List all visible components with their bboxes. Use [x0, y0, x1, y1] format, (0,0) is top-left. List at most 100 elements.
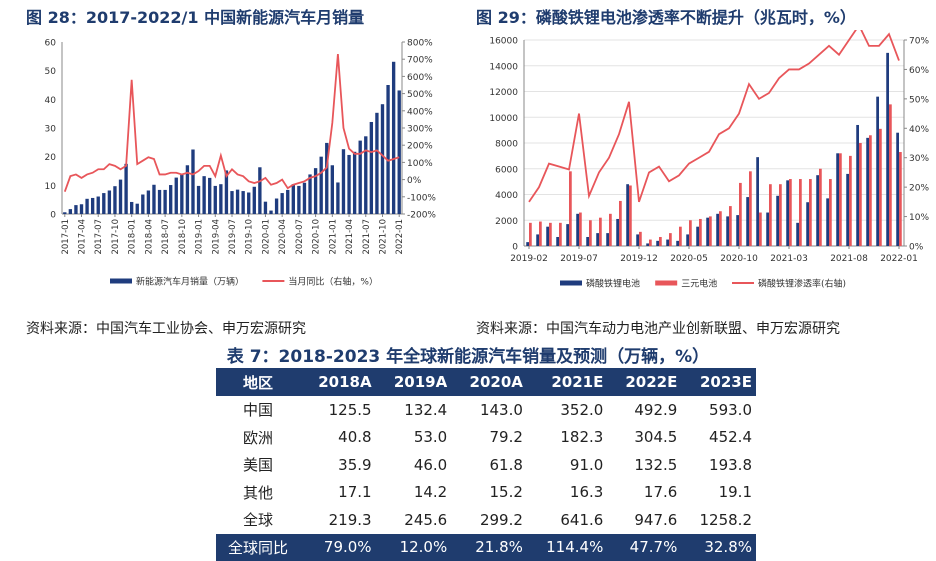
y-tick-label: 40: [45, 96, 57, 106]
bar: [292, 184, 295, 214]
y2-tick-label: 600%: [407, 73, 433, 83]
x-tick-label: 2021-01: [328, 219, 338, 255]
bar: [375, 113, 378, 214]
bar: [208, 178, 211, 214]
bar: [297, 186, 300, 214]
bar: [819, 169, 822, 246]
bar: [214, 186, 217, 214]
bar: [669, 233, 672, 246]
bar: [856, 125, 859, 246]
bar: [91, 198, 94, 214]
bar: [269, 211, 272, 214]
legend-label: 新能源汽车月销量（万辆）: [136, 276, 244, 288]
x-tick-label: 2017-01: [61, 219, 71, 255]
legend-bar-swatch: [560, 281, 582, 286]
table-cell: 304.5: [607, 424, 681, 452]
bar: [370, 122, 373, 214]
bar: [606, 233, 609, 246]
table-row: 欧洲 40.8 53.0 79.2 182.3 304.5 452.4: [216, 424, 756, 452]
left-chart-title: 图 28：2017-2022/1 中国新能源汽车月销量: [26, 4, 364, 28]
table-cell: 114.4%: [527, 534, 607, 561]
x-tick-label: 2021-08: [830, 254, 868, 264]
bar: [219, 184, 222, 214]
bar: [113, 186, 116, 214]
y-tick-label: 10000: [489, 114, 518, 124]
table-cell: 15.2: [451, 479, 527, 507]
bar: [866, 138, 869, 246]
bar: [659, 237, 662, 246]
x-tick-label: 2017-04: [78, 219, 88, 255]
bar: [241, 191, 244, 214]
bar: [766, 213, 769, 246]
table-cell: 16.3: [527, 479, 607, 507]
bar: [569, 171, 572, 246]
header-region: 地区: [216, 368, 300, 396]
bar: [686, 234, 689, 246]
table-cell: 61.8: [451, 451, 527, 479]
table-cell: 14.2: [376, 479, 452, 507]
table-cell: 其他: [216, 479, 300, 507]
bar: [386, 85, 389, 214]
legend-label: 三元电池: [681, 278, 717, 290]
bar: [576, 214, 579, 246]
bar: [899, 152, 902, 246]
table-cell: 593.0: [681, 396, 756, 424]
bar: [353, 152, 356, 214]
bar: [789, 179, 792, 246]
bar: [108, 190, 111, 214]
bar: [74, 205, 77, 214]
y2-tick-label: 700%: [407, 56, 433, 66]
x-tick-label: 2022-01: [880, 254, 918, 264]
bar: [806, 202, 809, 246]
bar: [586, 237, 589, 246]
bar: [719, 211, 722, 246]
table-cell: 32.8%: [681, 534, 756, 561]
bar: [342, 149, 345, 214]
bar: [202, 176, 205, 214]
table-row: 全球同比 79.0% 12.0% 21.8% 114.4% 47.7% 32.8…: [216, 534, 756, 561]
table-cell: 947.6: [607, 506, 681, 534]
bar: [786, 180, 789, 246]
bar: [264, 202, 267, 214]
y-tick-label: 50: [45, 67, 57, 77]
bar: [180, 174, 183, 214]
table-cell: 12.0%: [376, 534, 452, 561]
bar: [636, 234, 639, 246]
table-cell: 193.8: [681, 451, 756, 479]
bar: [689, 220, 692, 246]
bar: [347, 155, 350, 214]
bar: [529, 223, 532, 246]
x-tick-label: 2020-07: [295, 219, 305, 255]
bar: [836, 153, 839, 246]
y-tick-label: 4000: [495, 191, 518, 201]
bar: [889, 104, 892, 246]
bar: [826, 198, 829, 246]
bar: [589, 220, 592, 246]
table-cell: 46.0: [376, 451, 452, 479]
bar: [69, 209, 72, 214]
bar: [729, 206, 732, 246]
table-cell: 352.0: [527, 396, 607, 424]
bar: [556, 237, 559, 246]
x-tick-label: 2021-03: [770, 254, 808, 264]
bar: [809, 179, 812, 246]
table-cell: 21.8%: [451, 534, 527, 561]
y-tick-label: 60: [45, 39, 57, 49]
bar: [816, 175, 819, 246]
bar: [726, 216, 729, 246]
header-2020a: 2020A: [451, 368, 527, 396]
y-tick-label: 6000: [495, 165, 518, 175]
table-row: 全球 219.3 245.6 299.2 641.6 947.6 1258.2: [216, 506, 756, 534]
table-cell: 245.6: [376, 506, 452, 534]
y2-tick-label: 800%: [407, 39, 433, 49]
table-cell: 全球同比: [216, 534, 300, 561]
table-row: 其他 17.1 14.2 15.2 16.3 17.6 19.1: [216, 479, 756, 507]
bar: [799, 179, 802, 246]
bar: [596, 233, 599, 246]
y-tick-label: 30: [45, 125, 57, 135]
bar: [756, 157, 759, 246]
bar: [759, 213, 762, 246]
bar: [275, 199, 278, 214]
y2-tick-label: 100%: [407, 159, 433, 169]
bar: [331, 165, 334, 214]
